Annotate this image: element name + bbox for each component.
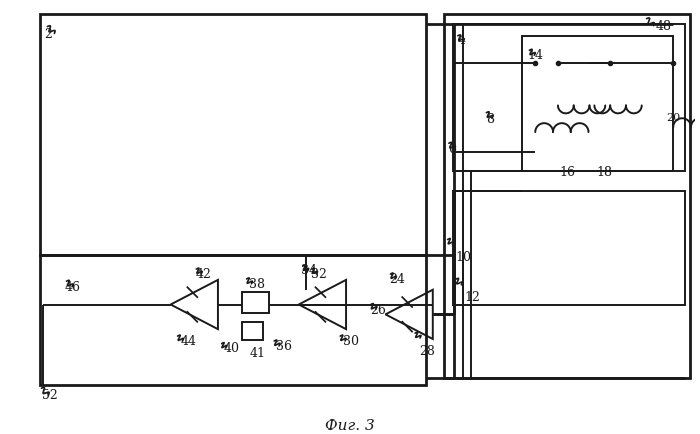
Text: 8: 8 <box>486 113 494 126</box>
Text: 52: 52 <box>41 388 57 401</box>
Bar <box>40 15 426 256</box>
Text: 10: 10 <box>456 251 472 264</box>
Text: 36: 36 <box>276 339 292 352</box>
Text: 4: 4 <box>457 34 466 47</box>
Text: 38: 38 <box>249 277 265 290</box>
Text: 6: 6 <box>449 143 456 155</box>
Text: 32: 32 <box>311 267 326 280</box>
Bar <box>454 25 685 172</box>
Text: 12: 12 <box>464 290 480 303</box>
Text: 18: 18 <box>596 165 612 178</box>
Bar <box>444 15 690 378</box>
Bar <box>241 292 270 314</box>
Text: 24: 24 <box>389 273 405 285</box>
Text: 48: 48 <box>655 20 671 33</box>
Text: 30: 30 <box>343 334 359 347</box>
Text: 16: 16 <box>560 165 576 178</box>
Bar <box>454 192 685 305</box>
Text: 42: 42 <box>195 267 211 280</box>
Text: 40: 40 <box>224 341 240 354</box>
Text: 26: 26 <box>370 303 386 316</box>
Text: 28: 28 <box>419 344 435 357</box>
Text: 41: 41 <box>249 346 265 359</box>
Text: 2: 2 <box>45 27 52 40</box>
Text: Фиг. 3: Фиг. 3 <box>325 418 375 432</box>
Text: 46: 46 <box>64 280 81 293</box>
Bar <box>522 37 673 172</box>
Text: 14: 14 <box>527 49 543 62</box>
Bar <box>40 256 426 385</box>
Text: 34: 34 <box>301 263 316 276</box>
Bar <box>241 322 263 340</box>
Text: 20: 20 <box>666 113 680 123</box>
Text: 44: 44 <box>181 334 197 347</box>
